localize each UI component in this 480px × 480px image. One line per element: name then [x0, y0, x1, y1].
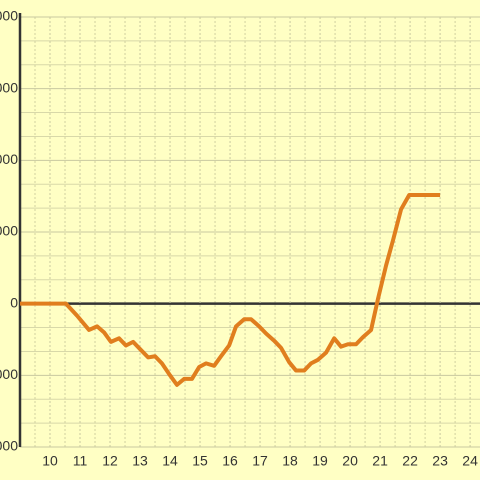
y-tick-label: 12,000 [0, 8, 18, 24]
x-tick-label: 12 [102, 453, 118, 469]
y-tick-label: 6,000 [0, 151, 18, 167]
x-tick-label: 21 [372, 453, 388, 469]
y-tick-label: 0 [10, 294, 18, 310]
line [20, 192, 441, 387]
y-tick-label: -6,000 [0, 438, 18, 454]
x-tick-label: 20 [342, 453, 358, 469]
y-tick-label: 3,000 [0, 223, 18, 239]
x-tick-label: 11 [73, 453, 88, 469]
x-tick-label: 16 [222, 453, 238, 469]
y-tick-label: 9,000 [0, 79, 18, 95]
x-tick-label: 13 [132, 453, 148, 469]
x-tick-label: 22 [402, 453, 418, 469]
y-tick-label: -3,000 [0, 366, 18, 382]
x-tick-label: 24 [462, 453, 478, 469]
x-tick-label: 15 [192, 453, 208, 469]
x-tick-label: 10 [42, 453, 58, 469]
x-tick-label: 18 [282, 453, 298, 469]
x-tick-label: 19 [312, 453, 328, 469]
x-tick-label: 17 [252, 453, 268, 469]
x-tick-label: 14 [162, 453, 178, 469]
x-tick-label: 23 [432, 453, 448, 469]
